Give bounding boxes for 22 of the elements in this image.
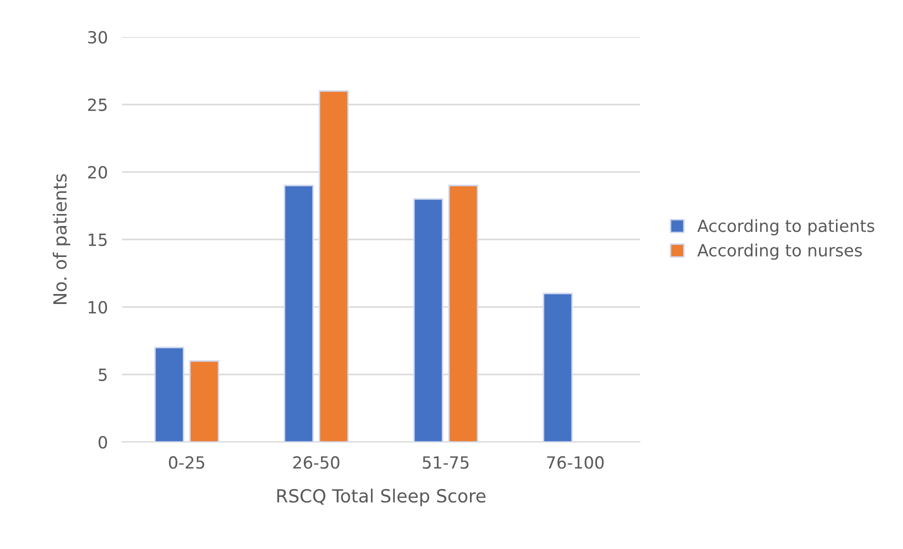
x-tick-label: 0-25 [168, 456, 204, 469]
y-tick-label: 25 [88, 98, 107, 112]
x-axis-title: RSCQ Total Sleep Score [277, 488, 486, 506]
bar [413, 198, 444, 442]
y-tick-label: 5 [98, 368, 107, 382]
bar [318, 90, 349, 442]
y-tick-label: 20 [88, 166, 108, 179]
legend-label: According to nurses [697, 244, 862, 260]
legend-label: According to patients [697, 219, 874, 236]
x-tick-label: 76-100 [547, 456, 604, 469]
bar [448, 184, 478, 442]
y-tick-label: 0 [98, 436, 108, 449]
bar [542, 292, 573, 442]
x-tick-label: 26-50 [293, 456, 340, 469]
y-tick-label: 10 [88, 300, 108, 314]
bar [284, 184, 314, 442]
bar [154, 346, 184, 442]
y-tick-label: 30 [88, 30, 108, 44]
bar [189, 360, 220, 442]
x-tick-label: 51-75 [422, 456, 469, 469]
y-axis-title: No. of patients [52, 174, 70, 304]
y-tick-label: 15 [88, 234, 107, 246]
